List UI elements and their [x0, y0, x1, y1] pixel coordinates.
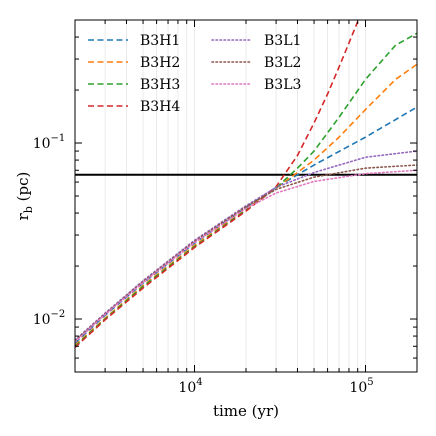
axis-ticks	[74, 19, 418, 373]
series-line-b3h2	[75, 63, 417, 346]
legend-item-b3h4: B3H4	[88, 99, 180, 115]
legend-label: B3H3	[140, 77, 180, 93]
series-line-b3l3	[75, 169, 417, 343]
legend-label: B3L2	[264, 55, 301, 71]
legend-label: B3L1	[264, 33, 301, 49]
x-tick-label: 104	[178, 377, 202, 396]
legend-label: B3H1	[140, 33, 180, 49]
series-line-b3h3	[75, 32, 417, 347]
legend-label: B3H4	[140, 99, 180, 115]
legend: B3H1 B3H2 B3H3 B3H4 B3L1 B3L2 B3L3	[88, 33, 301, 115]
y-axis-label: rb (pc)	[14, 172, 35, 221]
x-tick-label: 105	[349, 377, 373, 396]
series-line-b3h4	[75, 21, 359, 348]
legend-item-b3l3: B3L3	[211, 77, 301, 93]
legend-item-b3h3: B3H3	[88, 77, 180, 93]
y-tick-label: 10−1	[33, 133, 66, 152]
y-tick-label: 10−2	[33, 309, 66, 328]
legend-item-b3l1: B3L1	[211, 33, 301, 49]
tick-labels: 104 105 10−2 10−1	[33, 133, 374, 396]
x-axis-label: time (yr)	[213, 402, 279, 420]
series-layer	[75, 21, 417, 348]
legend-item-b3l2: B3L2	[211, 55, 301, 71]
legend-label: B3L3	[264, 77, 301, 93]
legend-label: B3H2	[140, 55, 180, 71]
grid-lines	[74, 20, 418, 372]
legend-item-b3h1: B3H1	[88, 33, 180, 49]
legend-item-b3h2: B3H2	[88, 55, 180, 71]
